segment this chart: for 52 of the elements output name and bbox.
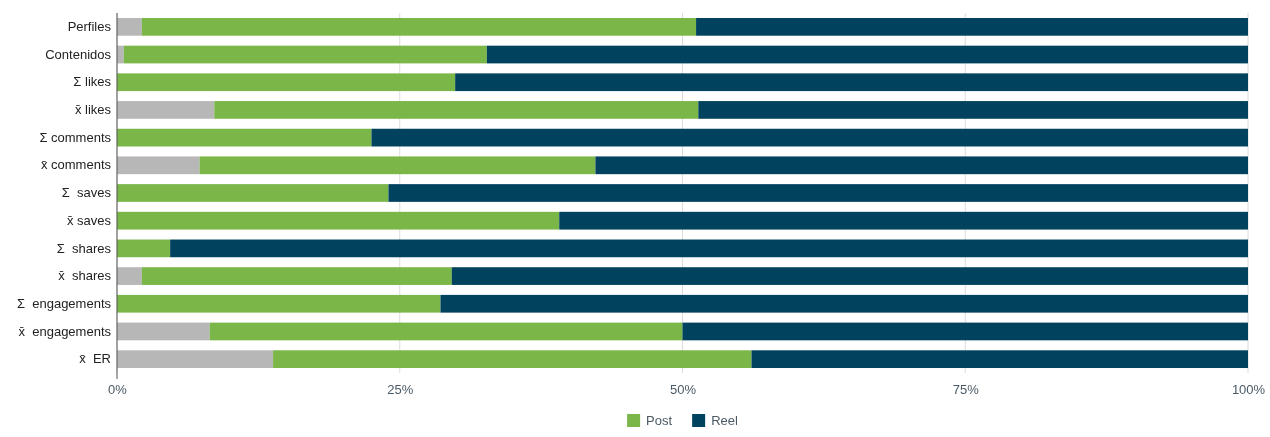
bar — [486, 45, 1248, 64]
y-tick-label: x̄ saves — [66, 212, 112, 228]
bar — [117, 17, 142, 36]
bar — [170, 239, 1248, 258]
y-tick-label: Perfiles — [67, 19, 112, 35]
y-tick-label: Σ engagements — [16, 295, 112, 311]
bar — [451, 267, 1248, 285]
bar — [682, 322, 1248, 341]
bar — [209, 322, 683, 341]
bar — [117, 322, 210, 341]
bar — [388, 184, 1248, 202]
x-tick-label: 75% — [952, 382, 980, 398]
bar — [698, 101, 1248, 119]
y-tick-label: Contenidos — [45, 46, 112, 62]
y-tick-label: x̄ comments — [40, 157, 112, 173]
bar — [214, 101, 699, 119]
y-tick-label: x̄ ER — [79, 351, 111, 367]
bar — [117, 294, 441, 313]
legend-label: Reel — [711, 413, 738, 428]
bar — [117, 156, 200, 175]
bar — [440, 294, 1248, 313]
bar — [595, 156, 1248, 175]
bar — [117, 128, 372, 147]
x-tick-label: 0% — [108, 382, 128, 398]
bar — [696, 17, 1248, 36]
bar — [117, 267, 142, 285]
bar — [123, 45, 487, 64]
bar — [117, 101, 215, 119]
y-tick-label: x̄ shares — [58, 268, 112, 284]
bar — [117, 184, 389, 202]
bar — [141, 17, 697, 36]
bar — [117, 211, 560, 230]
bar — [273, 350, 752, 369]
bar — [141, 267, 452, 285]
x-tick-label: 25% — [387, 382, 414, 398]
legend-label: Post — [646, 413, 673, 428]
y-tick-label: Σ saves — [61, 185, 112, 201]
bar — [199, 156, 596, 175]
bar — [117, 73, 456, 92]
bar — [371, 128, 1248, 147]
bar — [751, 350, 1248, 369]
bar — [455, 73, 1248, 92]
y-tick-label: Σ likes — [73, 74, 112, 90]
y-tick-label: Σ comments — [39, 129, 112, 145]
bar — [117, 350, 274, 369]
x-tick-label: 50% — [669, 382, 697, 398]
x-tick-label: 100% — [1231, 382, 1266, 398]
y-tick-label: x̄ likes — [74, 102, 112, 118]
y-tick-label: x̄ engagements — [18, 323, 112, 339]
bar — [117, 239, 171, 258]
y-tick-label: Σ shares — [56, 240, 112, 256]
bar — [559, 211, 1248, 230]
